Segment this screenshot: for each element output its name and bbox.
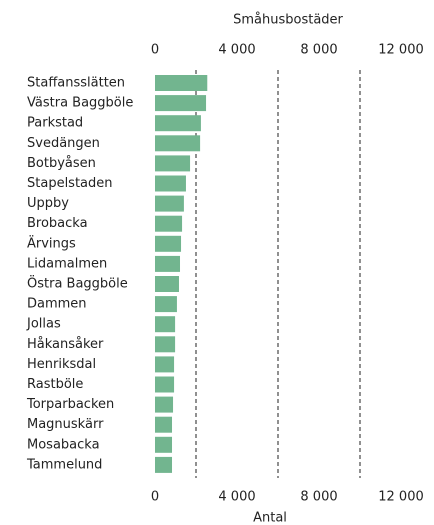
y-tick-label: Östra Baggböle (27, 275, 128, 292)
bar (155, 75, 208, 91)
x-tick-label-top: 8 000 (300, 43, 337, 58)
x-tick-label-top: 12 000 (378, 43, 424, 58)
y-tick-label: Torparbacken (26, 397, 114, 412)
y-tick-label: Parkstad (27, 116, 83, 131)
y-tick-label: Botbyåsen (27, 156, 96, 171)
y-tick-label: Magnuskärr (27, 417, 104, 432)
x-tick-label-bottom: 8 000 (300, 490, 337, 505)
y-tick-label: Rastböle (27, 377, 83, 392)
x-tick-label-bottom: 4 000 (218, 490, 255, 505)
chart-title: Småhusbostäder (233, 13, 343, 28)
bar (155, 255, 181, 272)
y-tick-label: Staffansslätten (27, 76, 125, 91)
bar (155, 336, 176, 353)
x-tick-label-bottom: 12 000 (378, 490, 424, 505)
y-tick-label: Uppby (27, 196, 69, 211)
bar (155, 276, 179, 292)
y-tick-label: Henriksdal (27, 357, 96, 372)
bar (155, 456, 173, 473)
y-tick-label: Svedängen (27, 136, 100, 151)
y-tick-label: Stapelstaden (27, 176, 113, 191)
bar (155, 175, 186, 192)
bar (155, 235, 182, 252)
bar (155, 195, 184, 212)
x-tick-label-bottom: 0 (151, 490, 159, 505)
y-tick-label: Tammelund (26, 457, 102, 472)
x-tick-label-top: 0 (151, 43, 159, 58)
bar (155, 436, 173, 453)
x-axis-label: Antal (253, 511, 287, 525)
bar (155, 396, 174, 413)
y-tick-label: Brobacka (27, 216, 88, 231)
bar (155, 155, 191, 172)
bar (155, 115, 201, 132)
x-tick-label-top: 4 000 (218, 43, 255, 58)
bar (155, 215, 183, 232)
bar (155, 135, 201, 152)
bar (155, 296, 177, 313)
y-tick-label: Västra Baggböle (27, 96, 133, 111)
bar (155, 416, 173, 433)
bar (155, 376, 175, 393)
bar (155, 356, 175, 373)
y-tick-label: Håkansåker (27, 337, 104, 352)
y-tick-label: Dammen (27, 297, 87, 312)
bar (155, 316, 176, 333)
y-tick-label: Ärvings (27, 235, 76, 251)
y-tick-label: Mosabacka (27, 437, 100, 452)
y-tick-label: Jollas (26, 317, 61, 332)
bar (155, 95, 207, 112)
y-tick-label: Lidamalmen (27, 256, 107, 271)
